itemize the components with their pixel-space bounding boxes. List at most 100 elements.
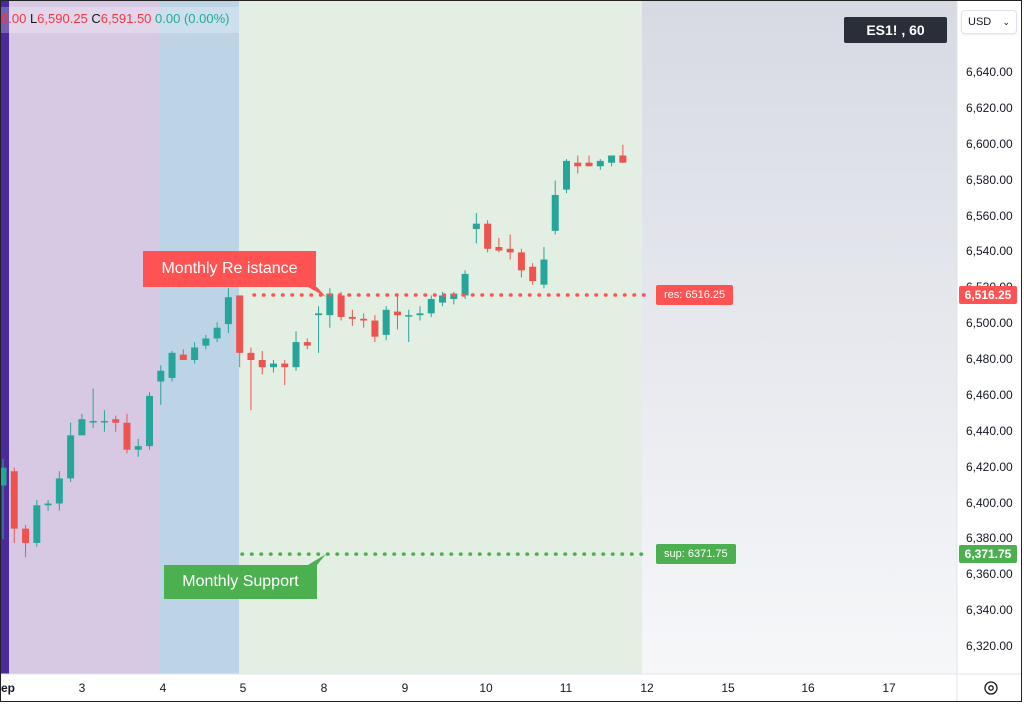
candle-body[interactable] — [44, 503, 52, 506]
candle-body[interactable] — [89, 420, 97, 423]
symbol-badge[interactable]: ES1! , 60 — [844, 17, 947, 43]
candle-body[interactable] — [33, 505, 41, 543]
candle-body[interactable] — [202, 338, 210, 346]
price-axis-label: 6,380.00 — [966, 531, 1013, 546]
candle-body[interactable] — [191, 347, 199, 360]
candle-body[interactable] — [495, 246, 503, 251]
candle-body[interactable] — [258, 360, 266, 368]
candle-body[interactable] — [281, 363, 289, 368]
candle-body[interactable] — [619, 155, 627, 163]
currency-label: USD — [968, 16, 992, 28]
candle-body[interactable] — [371, 320, 379, 337]
candle-body[interactable] — [112, 419, 120, 423]
resistance-price-tag: 6,516.25 — [959, 285, 1017, 304]
candle-body[interactable] — [157, 370, 165, 382]
price-axis-label: 6,360.00 — [966, 567, 1013, 582]
price-axis-label: 6,580.00 — [966, 172, 1013, 187]
candle-body[interactable] — [10, 471, 18, 529]
candle-body[interactable] — [540, 259, 548, 285]
time-axis-label: 5 — [239, 681, 247, 695]
candle-body[interactable] — [484, 223, 492, 249]
candle-body[interactable] — [1, 467, 7, 486]
support-callout[interactable]: Monthly Support — [164, 565, 317, 599]
candle-body[interactable] — [22, 528, 30, 543]
price-axis-label: 6,640.00 — [966, 65, 1013, 79]
chevron-down-icon: ⌄ — [1002, 16, 1010, 27]
candle-body[interactable] — [393, 311, 401, 316]
candle-body[interactable] — [596, 160, 604, 167]
candle-body[interactable] — [360, 318, 368, 321]
price-axis-label: 6,540.00 — [966, 244, 1013, 259]
candle-body[interactable] — [382, 309, 390, 335]
candle-body[interactable] — [168, 352, 176, 378]
candle-body[interactable] — [337, 295, 345, 317]
settings-gear-icon[interactable] — [982, 679, 1000, 697]
time-axis-label: 4 — [159, 681, 167, 695]
time-axis-label: 17 — [882, 681, 896, 695]
resistance-line-label[interactable]: res: 6516.25 — [656, 284, 734, 305]
candle-body[interactable] — [315, 313, 323, 316]
candle-body[interactable] — [529, 266, 537, 282]
ohlc-legend: 0.00 L6,590.25 C6,591.50 0.00 (0.00%) — [1, 11, 229, 26]
time-axis-label: 3 — [78, 681, 86, 695]
candle-body[interactable] — [236, 295, 244, 353]
candle-body[interactable] — [506, 248, 514, 253]
price-axis-label: 6,440.00 — [966, 423, 1013, 438]
resistance-callout-pointer — [308, 287, 326, 297]
price-axis-label: 6,420.00 — [966, 459, 1013, 474]
price-axis-label: 6,320.00 — [966, 639, 1013, 653]
time-axis-label: 16 — [801, 681, 815, 695]
candle-body[interactable] — [292, 342, 300, 368]
candle-body[interactable] — [416, 313, 424, 316]
candle-body[interactable] — [574, 162, 582, 167]
candle-body[interactable] — [551, 194, 559, 231]
candle-body[interactable] — [608, 155, 616, 163]
candle-body[interactable] — [348, 316, 356, 319]
candle-body[interactable] — [67, 435, 75, 479]
price-axis-label: 6,500.00 — [966, 316, 1013, 331]
candle-body[interactable] — [224, 297, 232, 325]
price-axis-label: 6,480.00 — [966, 352, 1013, 366]
candle-body[interactable] — [100, 420, 108, 423]
candle-body[interactable] — [427, 299, 435, 314]
zone-dark-purple — [1, 1, 9, 674]
zone-green — [239, 1, 642, 674]
support-price-tag: 6,371.75 — [959, 545, 1017, 564]
time-axis-label: 8 — [320, 681, 328, 695]
candle-body[interactable] — [146, 395, 154, 447]
ohlc-strip — [1, 7, 239, 33]
resistance-callout[interactable]: Monthly Re istance — [143, 251, 316, 287]
price-axis-label: 6,400.00 — [966, 495, 1013, 510]
candle-body[interactable] — [585, 162, 593, 167]
time-axis-label: ep — [1, 681, 16, 695]
time-axis-label: 11 — [559, 681, 573, 695]
price-axis-label: 6,560.00 — [966, 208, 1013, 223]
price-axis-label: 6,600.00 — [966, 136, 1013, 151]
support-callout-pointer — [308, 554, 326, 565]
candle-body[interactable] — [247, 352, 255, 360]
candle-body[interactable] — [439, 295, 447, 303]
candles-group — [1, 144, 627, 558]
candle-body[interactable] — [213, 327, 221, 339]
support-line-label[interactable]: sup: 6371.75 — [656, 544, 736, 565]
price-axis-label: 6,340.00 — [966, 603, 1013, 618]
time-axis-label: 9 — [401, 681, 409, 695]
candle-body[interactable] — [179, 354, 187, 360]
zone-violet — [9, 1, 159, 674]
candle-body[interactable] — [472, 223, 480, 230]
candle-body[interactable] — [563, 160, 570, 190]
price-axis-label: 6,460.00 — [966, 387, 1013, 402]
candle-body[interactable] — [134, 446, 142, 450]
candle-body[interactable] — [78, 419, 86, 436]
candle-body[interactable] — [405, 315, 413, 317]
candle-body[interactable] — [517, 252, 525, 271]
candle-body[interactable] — [461, 273, 469, 296]
candle-body[interactable] — [303, 342, 311, 346]
candle-body[interactable] — [326, 293, 334, 316]
candle-body[interactable] — [269, 363, 277, 368]
candle-body[interactable] — [55, 478, 63, 504]
candle-body[interactable] — [123, 422, 131, 450]
currency-select[interactable]: USD ⌄ — [961, 10, 1017, 34]
